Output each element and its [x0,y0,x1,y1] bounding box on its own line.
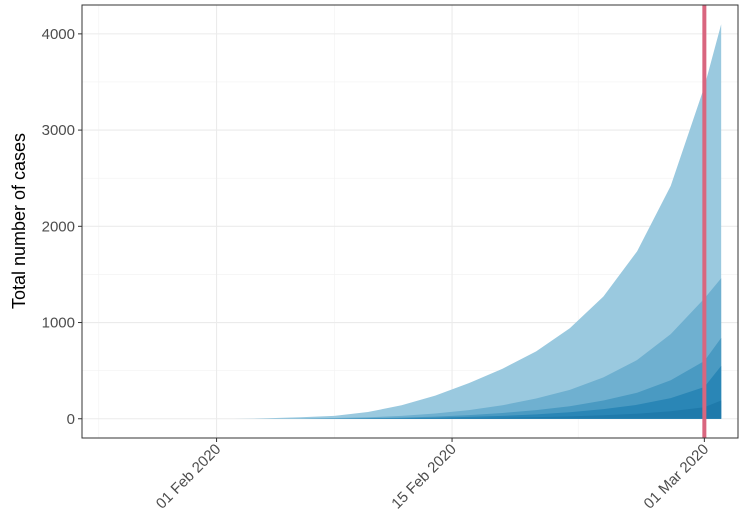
x-axis-ticks: 01 Feb 2020 15 Feb 2020 01 Mar 2020 [153,438,712,512]
ribbon-area-5 [233,400,722,419]
y-tick-label: 0 [67,411,75,428]
x-tick-label: 01 Feb 2020 [153,441,225,513]
y-axis-ticks: 0 1000 2000 3000 4000 [42,26,82,428]
y-tick-label: 4000 [42,26,75,43]
x-tick-label: 15 Feb 2020 [388,441,460,513]
plot-panel-border [81,4,739,439]
major-gridlines [82,5,738,438]
ribbon-areas [233,24,722,419]
x-tick-label: 01 Mar 2020 [641,441,713,513]
y-tick-label: 1000 [42,315,75,332]
y-axis-title: Total number of cases [9,133,29,309]
ribbon-area-2 [233,278,722,419]
y-tick-label: 2000 [42,218,75,235]
ribbon-area-1 [233,24,722,419]
y-tick-label: 3000 [42,122,75,139]
